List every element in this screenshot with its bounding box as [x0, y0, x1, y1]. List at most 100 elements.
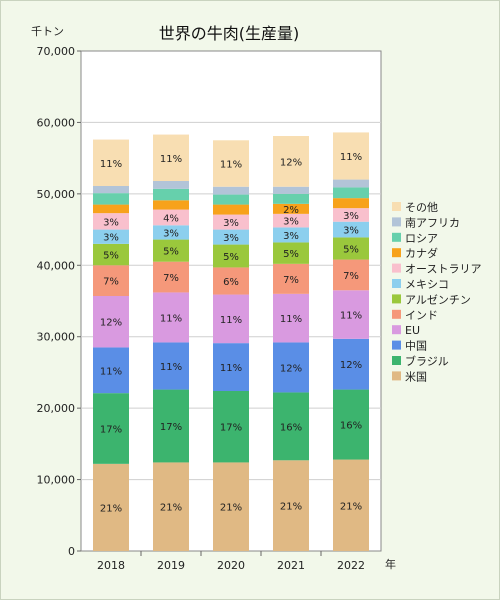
segment-label: 11%: [220, 315, 242, 326]
segment-label: 21%: [220, 503, 242, 514]
bar-segment: [93, 243, 129, 266]
y-tick-label: 60,000: [37, 116, 76, 129]
bar-segment: [153, 188, 189, 201]
legend-swatch: [392, 248, 401, 258]
y-tick-label: 20,000: [37, 402, 76, 415]
bar-segment: [213, 204, 249, 215]
bar-segment: [333, 389, 369, 460]
legend-label: 米国: [405, 370, 427, 383]
legend-label: 中国: [405, 340, 427, 353]
bar-segment: [93, 463, 129, 551]
legend-swatch: [392, 279, 401, 288]
x-tick-label: 2018: [97, 559, 125, 572]
legend-swatch: [392, 356, 401, 365]
bar-segment: [273, 136, 309, 187]
bar-segment: [153, 292, 189, 343]
bar-segment: [213, 244, 249, 268]
segment-label: 7%: [343, 271, 359, 282]
legend-label: メキシコ: [405, 278, 449, 291]
bar-segment: [333, 237, 369, 260]
bar-segment: [273, 460, 309, 551]
bar-segment: [333, 221, 369, 238]
segment-label: 5%: [343, 245, 359, 256]
segment-label: 11%: [340, 152, 362, 163]
bar-segment: [333, 259, 369, 291]
legend-label: 南アフリカ: [405, 216, 460, 229]
bar-segment: [273, 186, 309, 194]
legend-swatch: [392, 263, 401, 273]
y-tick-label: 50,000: [37, 188, 76, 201]
segment-label: 7%: [283, 275, 299, 286]
legend-label: オーストラリア: [405, 263, 481, 276]
bar-segment: [93, 347, 129, 394]
segment-label: 11%: [160, 313, 182, 324]
segment-label: 12%: [280, 363, 302, 374]
segment-label: 16%: [280, 422, 302, 433]
segment-label: 4%: [163, 213, 179, 224]
segment-label: 12%: [100, 318, 122, 329]
bars: [93, 132, 369, 551]
segment-label: 11%: [280, 314, 302, 325]
bar-segment: [213, 186, 249, 195]
bar-segment: [333, 208, 369, 222]
bar-segment: [273, 242, 309, 264]
y-tick-label: 40,000: [37, 259, 76, 272]
segment-label: 17%: [100, 425, 122, 436]
segment-label: 21%: [160, 503, 182, 514]
segment-label: 3%: [343, 211, 359, 222]
legend-swatch: [392, 294, 401, 304]
bar-segment: [213, 214, 249, 230]
segment-label: 21%: [280, 502, 302, 513]
legend-swatch: [392, 202, 401, 211]
legend-label: カナダ: [405, 246, 438, 260]
segment-label: 11%: [340, 311, 362, 322]
legend-swatch: [392, 340, 401, 350]
bar-segment: [273, 193, 309, 204]
legend-swatch: [392, 232, 401, 242]
segment-label: 3%: [223, 233, 239, 244]
bar-segment: [213, 462, 249, 551]
bar-segment: [213, 294, 249, 344]
bar-segment: [213, 229, 249, 245]
legend-label: EU: [405, 324, 420, 337]
y-axis-ticks: 0 10,000 20,000 30,000 40,000 50,000 60,000 70,…: [37, 45, 81, 558]
segment-label: 3%: [343, 226, 359, 237]
bar-segment: [333, 198, 369, 209]
bar-segment: [333, 338, 369, 390]
legend-label: その他: [405, 201, 438, 214]
legend-swatch: [392, 325, 401, 335]
segment-label: 3%: [103, 233, 119, 244]
bar-segment: [93, 204, 129, 214]
segment-label: 11%: [100, 366, 122, 377]
segment-labels: 21% 17% 11% 12% 7% 5% 3% 3% 11% 21% 17% 11% 11% 7% 5% 3…: [100, 152, 362, 514]
x-tick-label: 2019: [157, 559, 185, 572]
bar-segment: [153, 209, 189, 226]
bar-segment: [333, 187, 369, 199]
segment-label: 11%: [220, 160, 242, 171]
bar-segment: [93, 139, 129, 186]
bar-segment: [93, 229, 129, 244]
segment-label: 3%: [283, 217, 299, 228]
legend-label: インド: [405, 309, 438, 322]
bar-segment: [273, 293, 309, 343]
bar-segment: [153, 342, 189, 390]
legend-label: ロシア: [405, 232, 438, 245]
bar-segment: [153, 200, 189, 210]
segment-label: 3%: [283, 231, 299, 242]
bar-segment: [213, 194, 249, 205]
y-tick-label: 70,000: [37, 45, 76, 58]
segment-label: 5%: [223, 252, 239, 263]
legend-swatch: [392, 309, 401, 319]
segment-label: 6%: [223, 277, 239, 288]
segment-label: 7%: [103, 277, 119, 288]
bar-segment: [273, 213, 309, 228]
segment-label: 12%: [280, 157, 302, 168]
y-tick-label: 10,000: [37, 474, 76, 487]
bar-segment: [93, 393, 129, 464]
legend-label: ブラジル: [405, 354, 449, 368]
segment-label: 16%: [340, 421, 362, 432]
bar-segment: [93, 193, 129, 205]
bar-segment: [93, 296, 129, 348]
